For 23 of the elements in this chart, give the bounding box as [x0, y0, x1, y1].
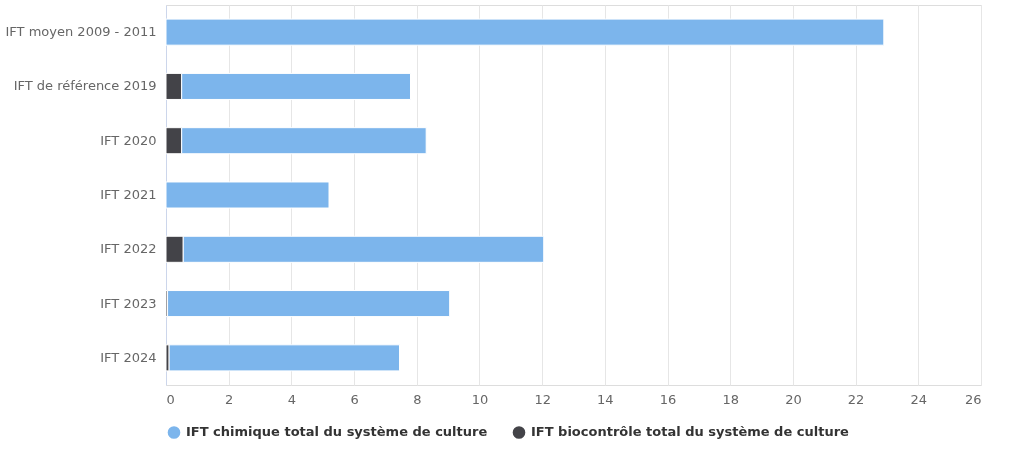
- legend-label: IFT chimique total du système de culture: [186, 424, 488, 440]
- x-tick-label: 14: [597, 391, 614, 407]
- y-tick-label: IFT 2023: [100, 295, 157, 311]
- x-tick-label: 22: [847, 391, 865, 407]
- y-tick-label: IFT de référence 2019: [13, 78, 157, 94]
- y-tick-label: IFT 2021: [100, 187, 157, 202]
- x-tick-label: 24: [910, 391, 928, 407]
- x-tick-label: 20: [785, 391, 802, 407]
- x-tick-label: 4: [287, 391, 297, 407]
- x-tick-label: 6: [350, 391, 359, 407]
- x-tick-label: 10: [471, 391, 489, 407]
- x-tick-label: 12: [534, 391, 551, 407]
- legend-label: IFT biocontrôle total du système de culture: [531, 424, 850, 440]
- x-tick-label: 18: [722, 391, 739, 407]
- y-tick-label: IFT 2024: [100, 349, 157, 365]
- x-tick-label: 0: [166, 391, 175, 407]
- y-tick-label: IFT 2020: [100, 132, 157, 148]
- x-tick-label: 26: [964, 391, 982, 407]
- x-tick-label: 2: [225, 391, 234, 407]
- y-tick-label: IFT moyen 2009 - 2011: [5, 24, 157, 40]
- x-tick-label: 16: [659, 391, 677, 407]
- y-tick-label: IFT 2022: [100, 241, 157, 257]
- x-tick-label: 8: [413, 391, 422, 407]
